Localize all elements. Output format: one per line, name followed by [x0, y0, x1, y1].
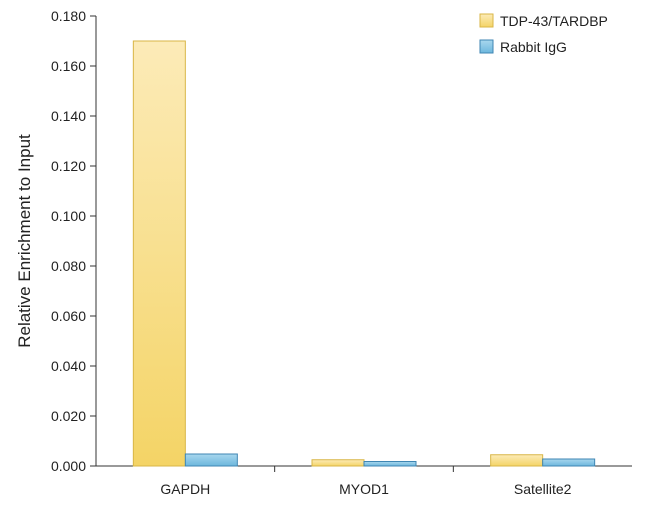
y-tick-label: 0.080 — [51, 258, 86, 274]
x-tick-label: MYOD1 — [339, 481, 389, 497]
legend-label: Rabbit IgG — [500, 39, 567, 55]
y-tick-label: 0.020 — [51, 408, 86, 424]
bar-rabbit-igg-satellite2 — [542, 458, 596, 467]
bar-tdp-43-tardbp-satellite2 — [490, 454, 544, 467]
legend-swatch — [479, 39, 494, 54]
y-tick-label: 0.120 — [51, 158, 86, 174]
bar-rabbit-igg-myod1 — [363, 461, 417, 467]
bar-tdp-43-tardbp-myod1 — [311, 459, 365, 467]
bars-group — [132, 40, 596, 467]
x-tick-label: GAPDH — [160, 481, 210, 497]
y-tick-label: 0.100 — [51, 208, 86, 224]
y-axis-title: Relative Enrichment to Input — [15, 134, 34, 348]
y-tick-label: 0.040 — [51, 358, 86, 374]
legend-label: TDP-43/TARDBP — [500, 13, 608, 29]
y-tick-label: 0.060 — [51, 308, 86, 324]
labels-group: 0.000 0.020 0.040 0.060 0.080 0.100 0.120 0.140… — [15, 8, 572, 497]
bar-tdp-43-tardbp-gapdh — [132, 40, 186, 467]
bar-rabbit-igg-gapdh — [184, 453, 238, 467]
y-tick-label: 0.180 — [51, 8, 86, 24]
x-tick-label: Satellite2 — [514, 481, 572, 497]
legend-swatch — [479, 13, 494, 28]
y-tick-label: 0.140 — [51, 108, 86, 124]
y-tick-label: 0.000 — [51, 458, 86, 474]
y-tick-label: 0.160 — [51, 58, 86, 74]
legend: TDP-43/TARDBP Rabbit IgG — [479, 13, 608, 55]
